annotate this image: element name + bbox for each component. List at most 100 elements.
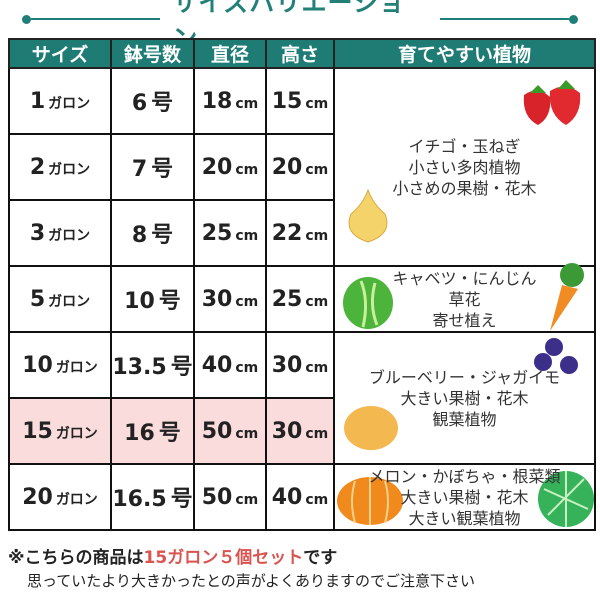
diameter-cell: 50 cm	[193, 463, 267, 531]
plant-line: キャベツ・にんじん	[392, 268, 537, 288]
product-note: ※こちらの商品は15ガロン５個セットです	[8, 543, 337, 568]
size-cell: 2 ガロン	[8, 133, 112, 201]
height-cell: 20 cm	[265, 133, 335, 201]
note-prefix: ※こちらの商品は	[8, 548, 144, 568]
size-cell: 20 ガロン	[8, 463, 112, 531]
height: 40	[271, 484, 303, 510]
height: 30	[271, 418, 303, 444]
table-row: 3 ガロン 8 号 25 cm 22 cm	[8, 199, 595, 267]
diameter: 25	[201, 220, 233, 246]
pot-cell: 10 号	[110, 265, 195, 333]
divider	[31, 18, 161, 20]
plants-cell: ブルーベリー・ジャガイモ 大きい果樹・花木 観葉植物	[333, 331, 596, 465]
size-cell: 10 ガロン	[8, 331, 112, 399]
column-header: サイズ	[8, 38, 112, 69]
pot-unit: 号	[170, 487, 193, 512]
plant-line: 大きい果樹・花木	[400, 388, 529, 408]
table-row: 2 ガロン 7 号 20 cm 20 cm	[8, 133, 595, 201]
size-unit: ガロン	[55, 425, 98, 442]
unit: cm	[305, 491, 329, 508]
size-cell: 5 ガロン	[8, 265, 112, 333]
size-cell: 3 ガロン	[8, 199, 112, 267]
pot-unit: 号	[170, 355, 193, 380]
size-cell: 1 ガロン	[8, 67, 112, 135]
size: 5	[29, 286, 46, 312]
unit: cm	[235, 425, 259, 442]
column-header: 高さ	[265, 38, 335, 69]
diameter-cell: 25 cm	[193, 199, 267, 267]
divider	[439, 18, 569, 20]
plants-cell: キャベツ・にんじん 草花 寄せ植え	[333, 263, 596, 333]
size: 10	[22, 352, 53, 378]
plant-line: イチゴ・玉ねぎ	[408, 136, 521, 156]
size-unit: ガロン	[48, 227, 91, 244]
diameter: 50	[201, 418, 233, 444]
height: 20	[271, 154, 303, 180]
diameter-cell: 30 cm	[193, 265, 267, 333]
size-unit: ガロン	[48, 293, 91, 310]
unit: cm	[305, 293, 329, 310]
height-cell: 30 cm	[265, 397, 335, 465]
diameter-cell: 50 cm	[193, 397, 267, 465]
height: 25	[271, 286, 303, 312]
pot-unit: 号	[151, 223, 174, 248]
pumpkin-icon	[335, 471, 405, 531]
height-cell: 40 cm	[265, 463, 335, 531]
pot: 16	[124, 421, 155, 446]
plant-line: 小さい多肉植物	[408, 157, 521, 177]
size: 1	[29, 88, 46, 114]
table-row: 15 ガロン 16 号 50 cm 30 cm	[8, 397, 595, 465]
size: 20	[22, 484, 53, 510]
size-cell: 15 ガロン	[8, 397, 112, 465]
pot-unit: 号	[151, 91, 174, 116]
size: 3	[29, 220, 46, 246]
pot-unit: 号	[158, 289, 181, 314]
plant-line: 小さめの果樹・花木	[392, 178, 537, 198]
unit: cm	[235, 491, 259, 508]
section-title: サイズバリエーション	[0, 0, 600, 53]
unit: cm	[235, 227, 259, 244]
dot-decoration	[568, 14, 578, 24]
plant-line: 大きい果樹・花木	[400, 487, 529, 507]
plant-line: 寄せ植え	[432, 310, 497, 330]
melon-icon	[534, 459, 594, 534]
table-row: 20 ガロン 16.5 号 50 cm 40 cm メロン・かぼちゃ・根菜類 大きい果樹・花木 大き…	[8, 463, 596, 531]
pot-unit: 号	[158, 421, 181, 446]
column-header: 直径	[193, 38, 267, 69]
unit: cm	[305, 161, 329, 178]
plant-line: 草花	[448, 289, 481, 309]
potato-icon	[341, 402, 401, 457]
unit: cm	[305, 227, 329, 244]
unit: cm	[235, 359, 259, 376]
size-unit: ガロン	[55, 491, 98, 508]
unit: cm	[235, 95, 259, 112]
onion-icon	[343, 186, 393, 251]
carrot-icon	[538, 261, 588, 338]
unit: cm	[305, 359, 329, 376]
table-row: 5 ガロン 10 号 30 cm 25 cm キャベツ・にんじん 草花 寄せ植え	[8, 263, 596, 333]
table-row: 1 ガロン 6 号 18 cm 15 cm イチゴ・玉ねぎ 小さい多肉植物 小さめの果樹・花木	[8, 67, 596, 267]
diameter-cell: 18 cm	[193, 67, 267, 135]
diameter: 20	[201, 154, 233, 180]
size: 2	[29, 154, 46, 180]
unit: cm	[305, 425, 329, 442]
height-cell: 30 cm	[265, 331, 335, 399]
note-suffix: です	[303, 548, 338, 568]
note-highlight: 15ガロン５個セット	[143, 548, 304, 568]
size-unit: ガロン	[55, 359, 98, 376]
plants-cell: イチゴ・玉ねぎ 小さい多肉植物 小さめの果樹・花木	[333, 67, 596, 267]
height: 15	[271, 88, 303, 114]
plant-line: 大きい観葉植物	[408, 508, 521, 528]
pot-cell: 16.5 号	[110, 463, 195, 531]
pot: 6	[131, 91, 148, 116]
height: 22	[271, 220, 303, 246]
pot: 13.5	[112, 355, 167, 380]
pot-cell: 16 号	[110, 397, 195, 465]
pot: 8	[131, 223, 148, 248]
size-table: サイズ 鉢号数 直径 高さ 育てやすい植物 1 ガロン 6 号 18 cm 15 cm イチゴ・玉ねぎ小…	[8, 38, 596, 531]
pot-unit: 号	[151, 157, 174, 182]
plant-line: メロン・かぼちゃ・根菜類	[368, 466, 561, 486]
